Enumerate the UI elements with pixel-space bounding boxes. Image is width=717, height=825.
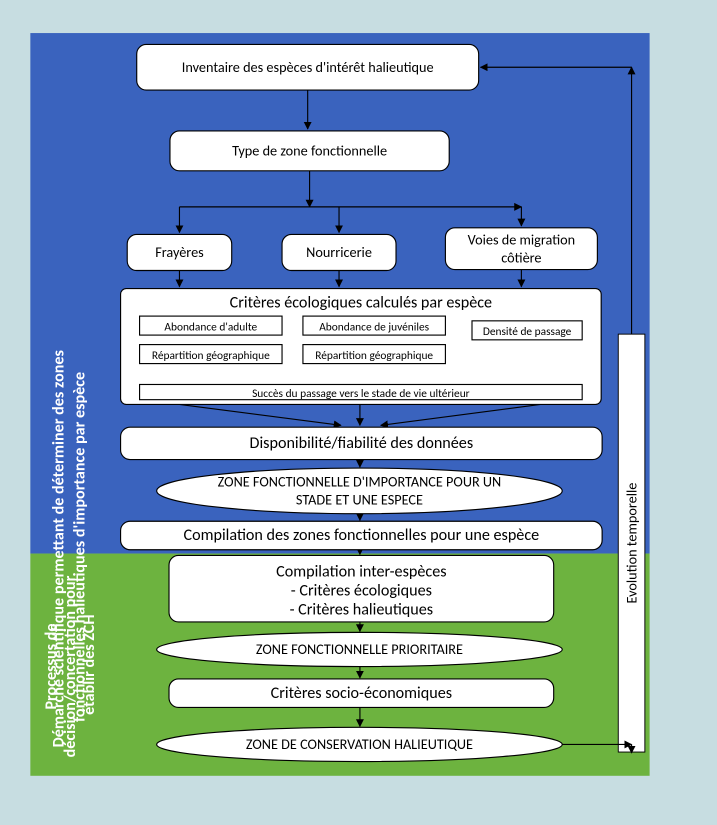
node-type: Type de zone fonctionnelle	[170, 131, 449, 171]
node-socio: Critères socio-économiques	[169, 679, 554, 707]
svg-text:Abondance d'adulte: Abondance d'adulte	[164, 320, 257, 334]
node-c_succes: Succès du passage vers le stade de vie u…	[140, 384, 583, 400]
svg-text:ZONE DE CONSERVATION HALIEUTIQ: ZONE DE CONSERVATION HALIEUTIQUE	[246, 735, 473, 753]
node-c_adulte: Abondance d'adulte	[140, 316, 282, 335]
right-band-label: Evolution temporelle	[622, 483, 640, 604]
node-dispo: Disponibilité/fiabilité des données	[121, 427, 603, 459]
svg-text:Critères socio-économiques: Critères socio-économiques	[271, 684, 452, 703]
flowchart-svg: Démarche scientifique permettant de déte…	[18, 18, 699, 807]
node-nour: Nourricerie	[282, 234, 396, 270]
svg-text:Compilation des zones fonction: Compilation des zones fonctionnelles pou…	[184, 526, 540, 545]
node-c_dens: Densité de passage	[472, 321, 582, 340]
node-fray: Frayères	[127, 234, 231, 270]
node-inv: Inventaire des espèces d'intérêt halieut…	[137, 44, 479, 90]
node-inter: Compilation inter-espèces- Critères écol…	[169, 555, 554, 621]
node-c_juv: Abondance de juvéniles	[303, 316, 445, 335]
node-zone2: ZONE FONCTIONNELLE PRIORITAIRE	[157, 632, 563, 666]
svg-text:Répartition géographique: Répartition géographique	[315, 349, 433, 363]
svg-text:Abondance de juvéniles: Abondance de juvéniles	[319, 320, 429, 334]
svg-text:Compilation inter-espèces- Cri: Compilation inter-espèces- Critères écol…	[276, 562, 446, 619]
svg-text:Nourricerie: Nourricerie	[306, 243, 372, 261]
svg-text:Type de zone fonctionnelle: Type de zone fonctionnelle	[232, 142, 387, 160]
node-compil: Compilation des zones fonctionnelles pou…	[121, 521, 603, 549]
svg-text:Frayères: Frayères	[155, 243, 204, 261]
svg-text:Densité de passage: Densité de passage	[483, 325, 572, 339]
svg-text:Répartition géographique: Répartition géographique	[152, 349, 270, 363]
node-c_geo2: Répartition géographique	[303, 345, 445, 364]
node-zone3: ZONE DE CONSERVATION HALIEUTIQUE	[157, 727, 563, 761]
svg-text:ZONE FONCTIONNELLE PRIORITAIRE: ZONE FONCTIONNELLE PRIORITAIRE	[256, 640, 463, 658]
node-c_geo1: Répartition géographique	[140, 345, 282, 364]
svg-text:Disponibilité/fiabilité des do: Disponibilité/fiabilité des données	[250, 434, 474, 453]
svg-text:Inventaire des espèces d'intér: Inventaire des espèces d'intérêt halieut…	[182, 58, 434, 76]
node-migr: Voies de migrationcôtière	[445, 228, 597, 270]
node-zone1: ZONE FONCTIONNELLE D'IMPORTANCE POUR UNS…	[157, 468, 563, 514]
svg-text:Critères écologiques calculés: Critères écologiques calculés par espèce	[230, 294, 492, 313]
svg-text:Succès du passage vers le stad: Succès du passage vers le stade de vie u…	[252, 387, 470, 401]
